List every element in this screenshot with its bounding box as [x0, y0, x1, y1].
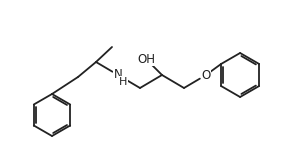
Text: OH: OH [137, 52, 155, 65]
Text: O: O [201, 69, 211, 82]
Text: N: N [114, 67, 122, 80]
Text: H: H [119, 77, 127, 87]
